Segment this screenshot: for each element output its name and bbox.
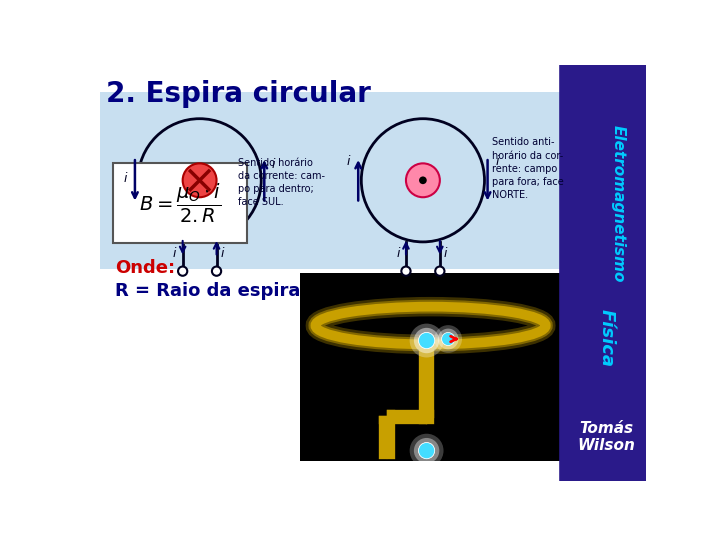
Circle shape bbox=[418, 332, 435, 349]
Bar bbox=[99, 92, 560, 269]
Circle shape bbox=[418, 442, 435, 459]
FancyBboxPatch shape bbox=[559, 59, 652, 487]
Text: i: i bbox=[347, 154, 351, 167]
Circle shape bbox=[419, 443, 434, 458]
Circle shape bbox=[401, 267, 410, 276]
Circle shape bbox=[414, 328, 439, 353]
Circle shape bbox=[410, 434, 444, 468]
Circle shape bbox=[418, 442, 435, 459]
Text: Física: Física bbox=[597, 309, 615, 367]
Circle shape bbox=[441, 332, 455, 346]
Circle shape bbox=[183, 164, 217, 197]
Circle shape bbox=[435, 267, 444, 276]
Circle shape bbox=[406, 164, 440, 197]
Text: i: i bbox=[272, 158, 276, 171]
Circle shape bbox=[212, 267, 221, 276]
Text: i: i bbox=[220, 247, 224, 260]
Circle shape bbox=[441, 332, 455, 346]
Text: R = Raio da espira: R = Raio da espira bbox=[115, 282, 300, 300]
Text: Eletromagnetismo: Eletromagnetismo bbox=[611, 125, 625, 282]
Text: i: i bbox=[495, 154, 499, 167]
Text: i: i bbox=[444, 247, 447, 260]
FancyBboxPatch shape bbox=[113, 164, 248, 244]
Circle shape bbox=[418, 332, 435, 349]
Circle shape bbox=[414, 438, 439, 463]
Text: Wilson: Wilson bbox=[577, 438, 635, 454]
Text: 2. Espira circular: 2. Espira circular bbox=[106, 80, 371, 108]
Circle shape bbox=[178, 267, 187, 276]
Text: Onde:: Onde: bbox=[115, 259, 175, 277]
Text: i: i bbox=[173, 247, 176, 260]
Text: $B = \dfrac{\mu_O \cdot i}{2.R}$: $B = \dfrac{\mu_O \cdot i}{2.R}$ bbox=[139, 182, 222, 225]
Circle shape bbox=[442, 333, 454, 345]
Bar bbox=[573, 65, 647, 481]
Text: Sentido horário
da corrente: cam-
po para dentro;
face SUL.: Sentido horário da corrente: cam- po par… bbox=[238, 158, 325, 207]
Text: Tomás: Tomás bbox=[579, 421, 633, 436]
Circle shape bbox=[419, 177, 427, 184]
Circle shape bbox=[434, 325, 462, 353]
Bar bbox=[300, 273, 562, 461]
Circle shape bbox=[419, 333, 434, 348]
Circle shape bbox=[410, 323, 444, 357]
Text: i: i bbox=[124, 172, 127, 185]
Circle shape bbox=[438, 329, 459, 349]
Text: Sentido anti-
horário da cor-
rente: campo
para fora; face
NORTE.: Sentido anti- horário da cor- rente: cam… bbox=[492, 137, 564, 200]
Text: i: i bbox=[396, 247, 400, 260]
